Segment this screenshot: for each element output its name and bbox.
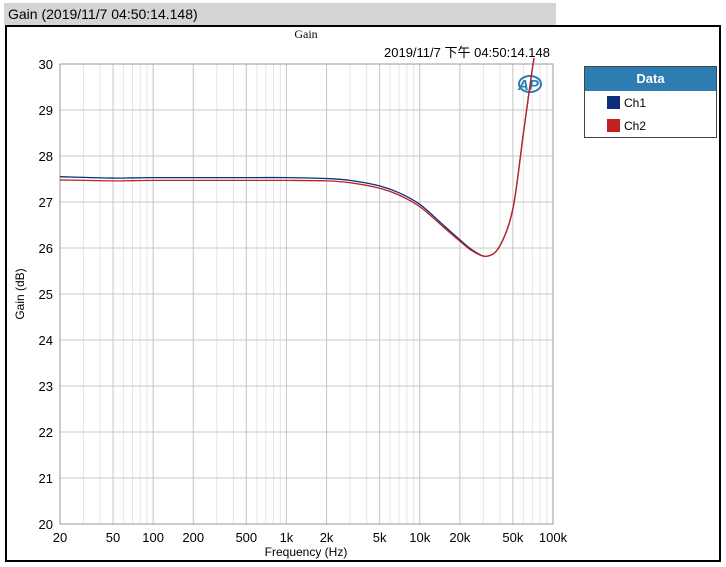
- y-tick-label: 20: [39, 517, 53, 532]
- x-tick-label: 50: [106, 530, 120, 545]
- svg-text:AP: AP: [517, 77, 540, 94]
- x-tick-label: 2k: [320, 530, 334, 545]
- y-tick-label: 22: [39, 425, 53, 440]
- x-tick-label: 1k: [280, 530, 294, 545]
- series-line-ch1: [60, 58, 535, 258]
- ch1-swatch: [607, 96, 620, 109]
- y-tick-label: 24: [39, 333, 53, 348]
- window-title: Gain (2019/11/7 04:50:14.148): [4, 3, 556, 25]
- x-tick-label: 200: [182, 530, 204, 545]
- ap-logo-icon: AP: [517, 75, 542, 94]
- legend-label: Ch1: [624, 95, 647, 110]
- legend-title: Data: [585, 67, 716, 91]
- x-tick-label: 5k: [373, 530, 387, 545]
- y-tick-label: 26: [39, 241, 53, 256]
- y-tick-label: 27: [39, 195, 53, 210]
- chart-subtitle: 2019/11/7 下午 04:50:14.148: [384, 45, 550, 60]
- y-axis-label: Gain (dB): [13, 268, 27, 319]
- y-tick-label: 29: [39, 103, 53, 118]
- y-tick-label: 21: [39, 471, 53, 486]
- y-tick-label: 30: [39, 57, 53, 72]
- chart-frame: [5, 25, 721, 562]
- y-tick-label: 25: [39, 287, 53, 302]
- legend-item-ch1[interactable]: Ch1: [585, 91, 716, 114]
- x-tick-label: 100: [142, 530, 164, 545]
- x-tick-label: 20k: [449, 530, 470, 545]
- ch2-swatch: [607, 119, 620, 132]
- x-tick-label: 10k: [409, 530, 430, 545]
- legend-label: Ch2: [624, 118, 647, 133]
- chart-title: Gain: [294, 27, 317, 41]
- x-axis-label: Frequency (Hz): [265, 545, 348, 559]
- legend: Data Ch1 Ch2: [584, 66, 717, 138]
- grid: [59, 63, 554, 525]
- x-tick-label: 500: [235, 530, 257, 545]
- series-line-ch2: [60, 58, 535, 258]
- plot-border: [59, 63, 554, 525]
- x-tick-label: 50k: [502, 530, 523, 545]
- x-tick-label: 100k: [539, 530, 568, 545]
- y-tick-label: 28: [39, 149, 53, 164]
- y-tick-label: 23: [39, 379, 53, 394]
- legend-item-ch2[interactable]: Ch2: [585, 114, 716, 137]
- x-tick-label: 20: [53, 530, 67, 545]
